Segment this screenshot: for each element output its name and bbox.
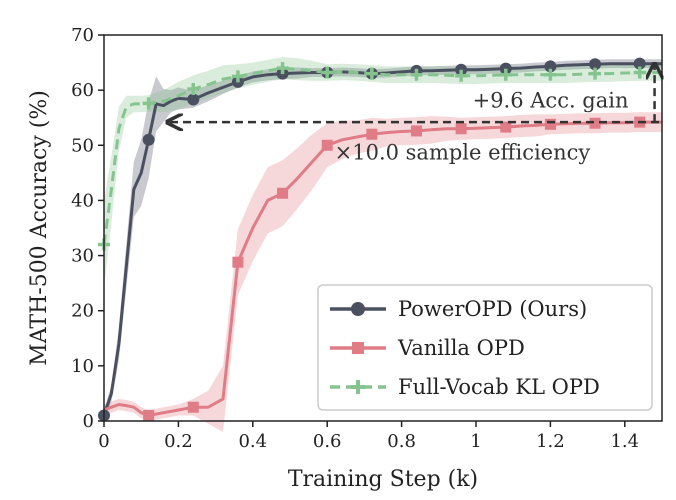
vanilla-opd-point xyxy=(589,117,601,129)
full-vocab-kl-opd-point xyxy=(455,69,468,82)
x-tick-label: 0 xyxy=(98,431,109,452)
annotation-arrows xyxy=(167,64,659,122)
full-vocab-kl-opd-point xyxy=(321,66,334,79)
full-vocab-kl-opd-point xyxy=(410,68,423,81)
legend-marker-vanilla-opd xyxy=(352,342,364,354)
vanilla-opd-point xyxy=(143,409,155,421)
x-axis-ticks: 0 0.2 0.4 0.6 0.8 1 1.2 1.4 xyxy=(98,421,639,452)
annotation-sample-efficiency: ×10.0 sample efficiency xyxy=(335,140,591,164)
legend-marker-poweropd-ours xyxy=(351,302,365,316)
x-tick-label: 0.2 xyxy=(164,431,193,452)
vanilla-opd-point xyxy=(500,121,512,133)
x-tick-label: 1.4 xyxy=(610,431,639,452)
poweropd-ours-point xyxy=(633,57,646,70)
x-tick-label: 1 xyxy=(470,431,481,452)
full-vocab-kl-opd-point xyxy=(633,66,646,79)
plot-frame xyxy=(103,34,663,422)
x-tick-label: 0.8 xyxy=(387,431,416,452)
poweropd-ours-point xyxy=(187,93,200,106)
vanilla-opd-point xyxy=(544,118,556,130)
poweropd-ours-point xyxy=(589,58,602,71)
full-vocab-kl-opd-band xyxy=(104,57,662,289)
legend: PowerOPD (Ours) Vanilla OPD Full-Vocab KL … xyxy=(317,284,653,411)
vanilla-opd-point xyxy=(277,187,289,199)
legend-marker-full-vocab-kl-opd xyxy=(351,380,365,394)
y-tick-label: 70 xyxy=(71,25,94,46)
poweropd-ours-point xyxy=(499,62,512,75)
full-vocab-kl-opd-line xyxy=(102,66,662,245)
full-vocab-kl-opd-point xyxy=(365,67,378,80)
y-axis-label: MATH-500 Accuracy (%) xyxy=(27,90,52,366)
x-tick-label: 1.2 xyxy=(536,431,565,452)
full-vocab-kl-opd-point xyxy=(499,68,512,81)
legend-label-poweropd-ours: PowerOPD (Ours) xyxy=(398,297,587,321)
vanilla-opd-point xyxy=(410,125,422,137)
full-vocab-kl-opd-point xyxy=(276,62,289,75)
legend-label-full-vocab-kl-opd: Full-Vocab KL OPD xyxy=(398,375,600,399)
full-vocab-kl-opd-point xyxy=(187,83,200,96)
poweropd-ours-point xyxy=(455,63,468,76)
full-vocab-kl-opd-point xyxy=(589,67,602,80)
poweropd-ours-point xyxy=(142,133,155,146)
y-tick-label: 30 xyxy=(71,246,94,267)
full-vocab-kl-opd-point xyxy=(142,97,155,110)
vanilla-opd-point xyxy=(321,139,333,151)
y-tick-label: 40 xyxy=(71,190,94,211)
vanilla-opd-point xyxy=(455,123,467,135)
y-tick-label: 0 xyxy=(83,411,94,432)
confidence-bands xyxy=(104,57,662,432)
x-tick-label: 0.4 xyxy=(238,431,267,452)
poweropd-ours-point xyxy=(544,60,557,73)
annotation-acc-gain: +9.6 Acc. gain xyxy=(473,88,629,112)
vanilla-opd-point xyxy=(187,401,199,413)
full-vocab-kl-opd-point xyxy=(544,68,557,81)
vanilla-opd-point xyxy=(232,256,244,268)
x-tick-label: 0.6 xyxy=(313,431,342,452)
poweropd-ours-band xyxy=(104,59,662,422)
legend-box xyxy=(317,284,653,411)
y-tick-label: 10 xyxy=(71,356,94,377)
x-axis-label: Training Step (k) xyxy=(288,467,478,492)
y-tick-label: 20 xyxy=(71,301,94,322)
full-vocab-kl-opd-point xyxy=(231,70,244,83)
y-tick-label: 60 xyxy=(71,80,94,101)
legend-label-vanilla-opd: Vanilla OPD xyxy=(397,336,525,360)
y-axis-ticks: 0 10 20 30 40 50 60 70 xyxy=(71,25,104,432)
series-markers xyxy=(98,57,646,422)
vanilla-opd-point xyxy=(366,128,378,140)
y-tick-label: 50 xyxy=(71,135,94,156)
annotations: +9.6 Acc. gain ×10.0 sample efficiency xyxy=(335,88,629,164)
